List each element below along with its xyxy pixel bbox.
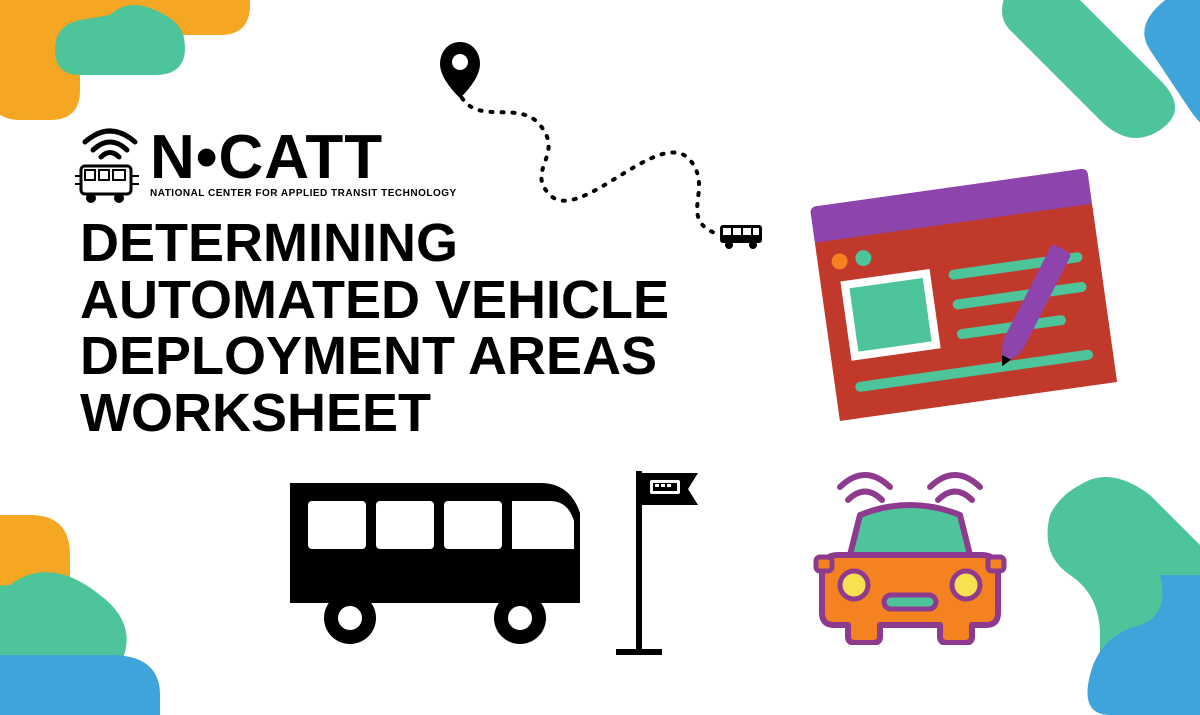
logo-bus-icon [75, 158, 145, 208]
autonomous-car-icon [810, 445, 1010, 645]
logo-subtitle: NATIONAL CENTER FOR APPLIED TRANSIT TECH… [150, 188, 457, 199]
wifi-icon [80, 120, 140, 160]
headline-line-3: DEPLOYMENT AREAS [80, 328, 669, 385]
corner-shape-bottom-left [0, 455, 230, 715]
headline-line-2: AUTOMATED VEHICLE [80, 272, 669, 329]
corner-shape-top-right [980, 0, 1200, 170]
headline-line-4: WORKSHEET [80, 385, 669, 442]
route-path-icon [430, 30, 790, 260]
corner-shape-bottom-right [1020, 455, 1200, 715]
logo: N•CATT NATIONAL CENTER FOR APPLIED TRANS… [80, 130, 457, 199]
browser-form-icon [810, 165, 1140, 444]
logo-name: N•CATT [150, 130, 457, 186]
bus-stop-icon [280, 453, 700, 663]
